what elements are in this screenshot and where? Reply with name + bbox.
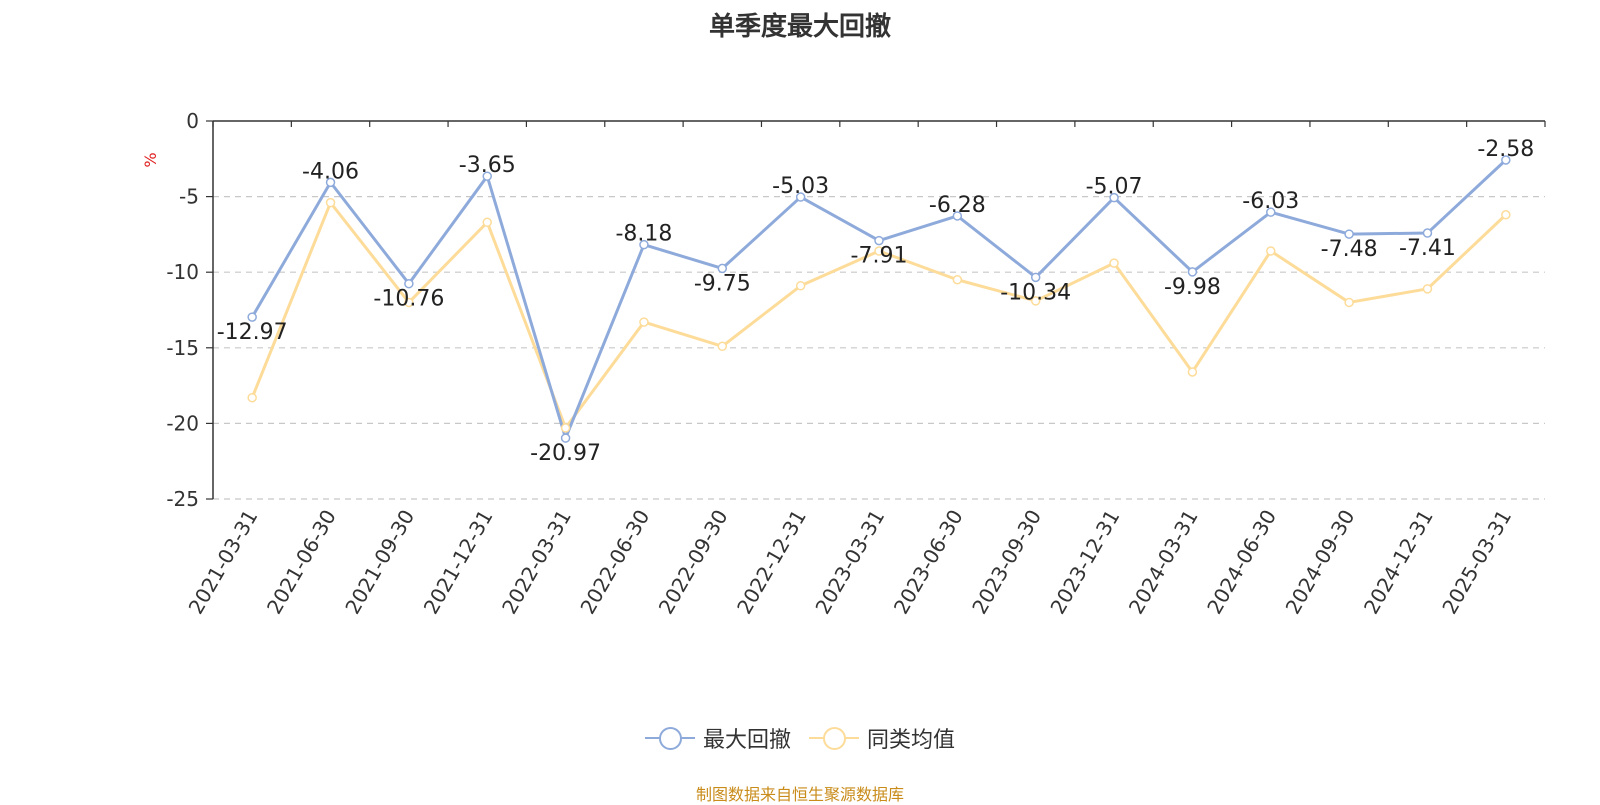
data-point[interactable] [1344,229,1354,239]
data-point[interactable] [247,312,257,322]
data-label: -7.41 [1399,236,1456,261]
legend-item-max-drawdown[interactable]: 最大回撤 [644,722,791,754]
y-tick-label: -10 [166,260,199,284]
data-label: -9.75 [694,271,751,296]
data-label: -10.34 [1000,280,1071,305]
data-point[interactable] [639,239,649,250]
x-tick-label: 2024-09-30 [1281,506,1360,619]
data-label: -10.76 [373,287,444,312]
data-point[interactable] [1266,207,1276,217]
data-point[interactable] [404,297,414,308]
data-point[interactable] [1501,155,1511,165]
data-point[interactable] [1422,284,1433,294]
data-label: -6.28 [929,193,986,218]
data-label: -5.07 [1086,175,1143,200]
data-label: -9.98 [1164,275,1221,300]
x-tick-label: 2022-09-30 [654,506,733,619]
data-point[interactable] [482,171,492,181]
legend-line-circle-icon [644,726,695,750]
data-point[interactable] [717,263,728,274]
data-point[interactable] [795,281,806,291]
data-point[interactable] [1109,192,1119,203]
y-tick-label: -15 [166,336,199,360]
data-label: -6.03 [1242,189,1299,214]
data-label: -5.03 [772,174,829,199]
x-tick-label: 2021-03-31 [184,506,263,619]
data-point[interactable] [1030,272,1041,283]
data-point[interactable] [717,341,728,352]
data-point[interactable] [482,217,492,228]
data-point[interactable] [1109,258,1119,268]
grid-lines [213,196,1545,500]
y-axis-unit-label: % [141,152,160,167]
chart-title: 单季度最大回撤 [708,12,891,42]
x-tick-label: 2023-12-31 [1045,506,1124,619]
y-tick-label: 0 [186,109,199,133]
data-point[interactable] [874,246,884,256]
data-point[interactable] [247,392,257,403]
data-points [247,155,1511,443]
x-tick-label: 2021-09-30 [340,505,419,618]
x-tick-label: 2022-06-30 [575,506,654,619]
legend-label: 最大回撤 [702,728,791,753]
data-point[interactable] [1422,228,1433,238]
x-tick-label: 2022-03-31 [497,506,576,619]
data-labels: -12.97 -4.06 -10.76 -3.65 -20.97 -8.18 -9.75 -5… [217,137,1535,466]
data-label: -7.48 [1321,237,1378,262]
legend: 最大回撤 同类均值 [0,722,1600,754]
x-tick-label: 2021-06-30 [262,506,341,619]
data-label: -8.18 [615,222,672,247]
data-point[interactable] [874,235,884,246]
x-tick-label: 2024-03-31 [1124,506,1203,619]
data-point[interactable] [560,423,571,433]
x-tick-label: 2023-06-30 [889,506,968,619]
legend-line-circle-icon [809,726,859,750]
data-label: -12.97 [217,320,288,345]
data-point[interactable] [404,278,414,289]
x-tick-label: 2025-03-31 [1437,506,1516,619]
x-tick-label: 2023-03-31 [810,506,889,619]
legend-label: 同类均值 [867,728,956,753]
data-point[interactable] [1501,209,1511,220]
x-tick-label: 2024-12-31 [1359,506,1438,619]
data-label: -3.65 [459,153,516,178]
data-point[interactable] [1344,297,1354,308]
x-tick-label: 2021-12-31 [419,506,498,619]
data-label: -20.97 [530,441,601,466]
data-point[interactable] [795,192,806,202]
x-tick-label: 2024-06-30 [1202,506,1281,619]
data-point[interactable] [1187,267,1198,277]
x-tick-label: 2022-12-31 [732,506,811,619]
source-note: 制图数据来自恒生聚源数据库 [695,785,904,804]
data-point[interactable] [1030,296,1041,306]
y-tick-label: -5 [179,185,199,209]
data-label: -4.06 [302,159,359,184]
data-label: -7.91 [851,244,908,269]
data-point[interactable] [325,177,336,188]
data-label: -2.58 [1477,137,1534,162]
data-point[interactable] [639,317,649,327]
y-tick-label: -25 [166,487,199,511]
data-point[interactable] [325,197,336,208]
data-point[interactable] [1266,246,1276,256]
data-point[interactable] [560,433,571,443]
legend-item-peer-average[interactable]: 同类均值 [809,722,955,754]
y-tick-label: -20 [166,411,199,435]
x-tick-label: 2023-09-30 [967,506,1046,619]
data-point[interactable] [1187,367,1198,377]
data-point[interactable] [952,211,963,221]
data-point[interactable] [952,275,963,285]
